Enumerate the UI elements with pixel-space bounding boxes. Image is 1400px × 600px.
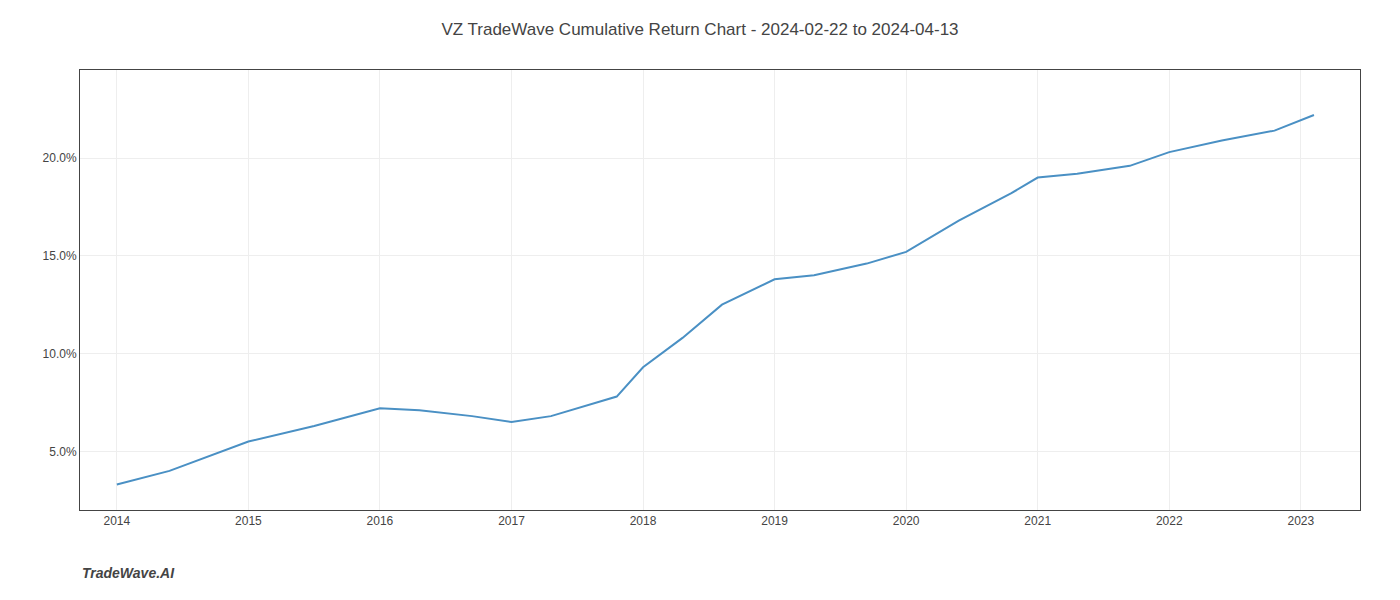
svg-text:20.0%: 20.0% (43, 151, 77, 165)
svg-text:2021: 2021 (1024, 514, 1051, 528)
svg-text:VZ TradeWave Cumulative Return: VZ TradeWave Cumulative Return Chart - 2… (441, 20, 958, 39)
svg-text:2018: 2018 (630, 514, 657, 528)
svg-text:5.0%: 5.0% (49, 445, 77, 459)
svg-text:15.0%: 15.0% (43, 249, 77, 263)
svg-text:10.0%: 10.0% (43, 347, 77, 361)
svg-text:2019: 2019 (761, 514, 788, 528)
svg-text:2023: 2023 (1287, 514, 1314, 528)
svg-text:2014: 2014 (103, 514, 130, 528)
svg-text:2015: 2015 (235, 514, 262, 528)
svg-text:2017: 2017 (498, 514, 525, 528)
svg-text:2020: 2020 (893, 514, 920, 528)
svg-text:2016: 2016 (367, 514, 394, 528)
svg-text:2022: 2022 (1156, 514, 1183, 528)
svg-text:TradeWave.AI: TradeWave.AI (82, 565, 175, 581)
